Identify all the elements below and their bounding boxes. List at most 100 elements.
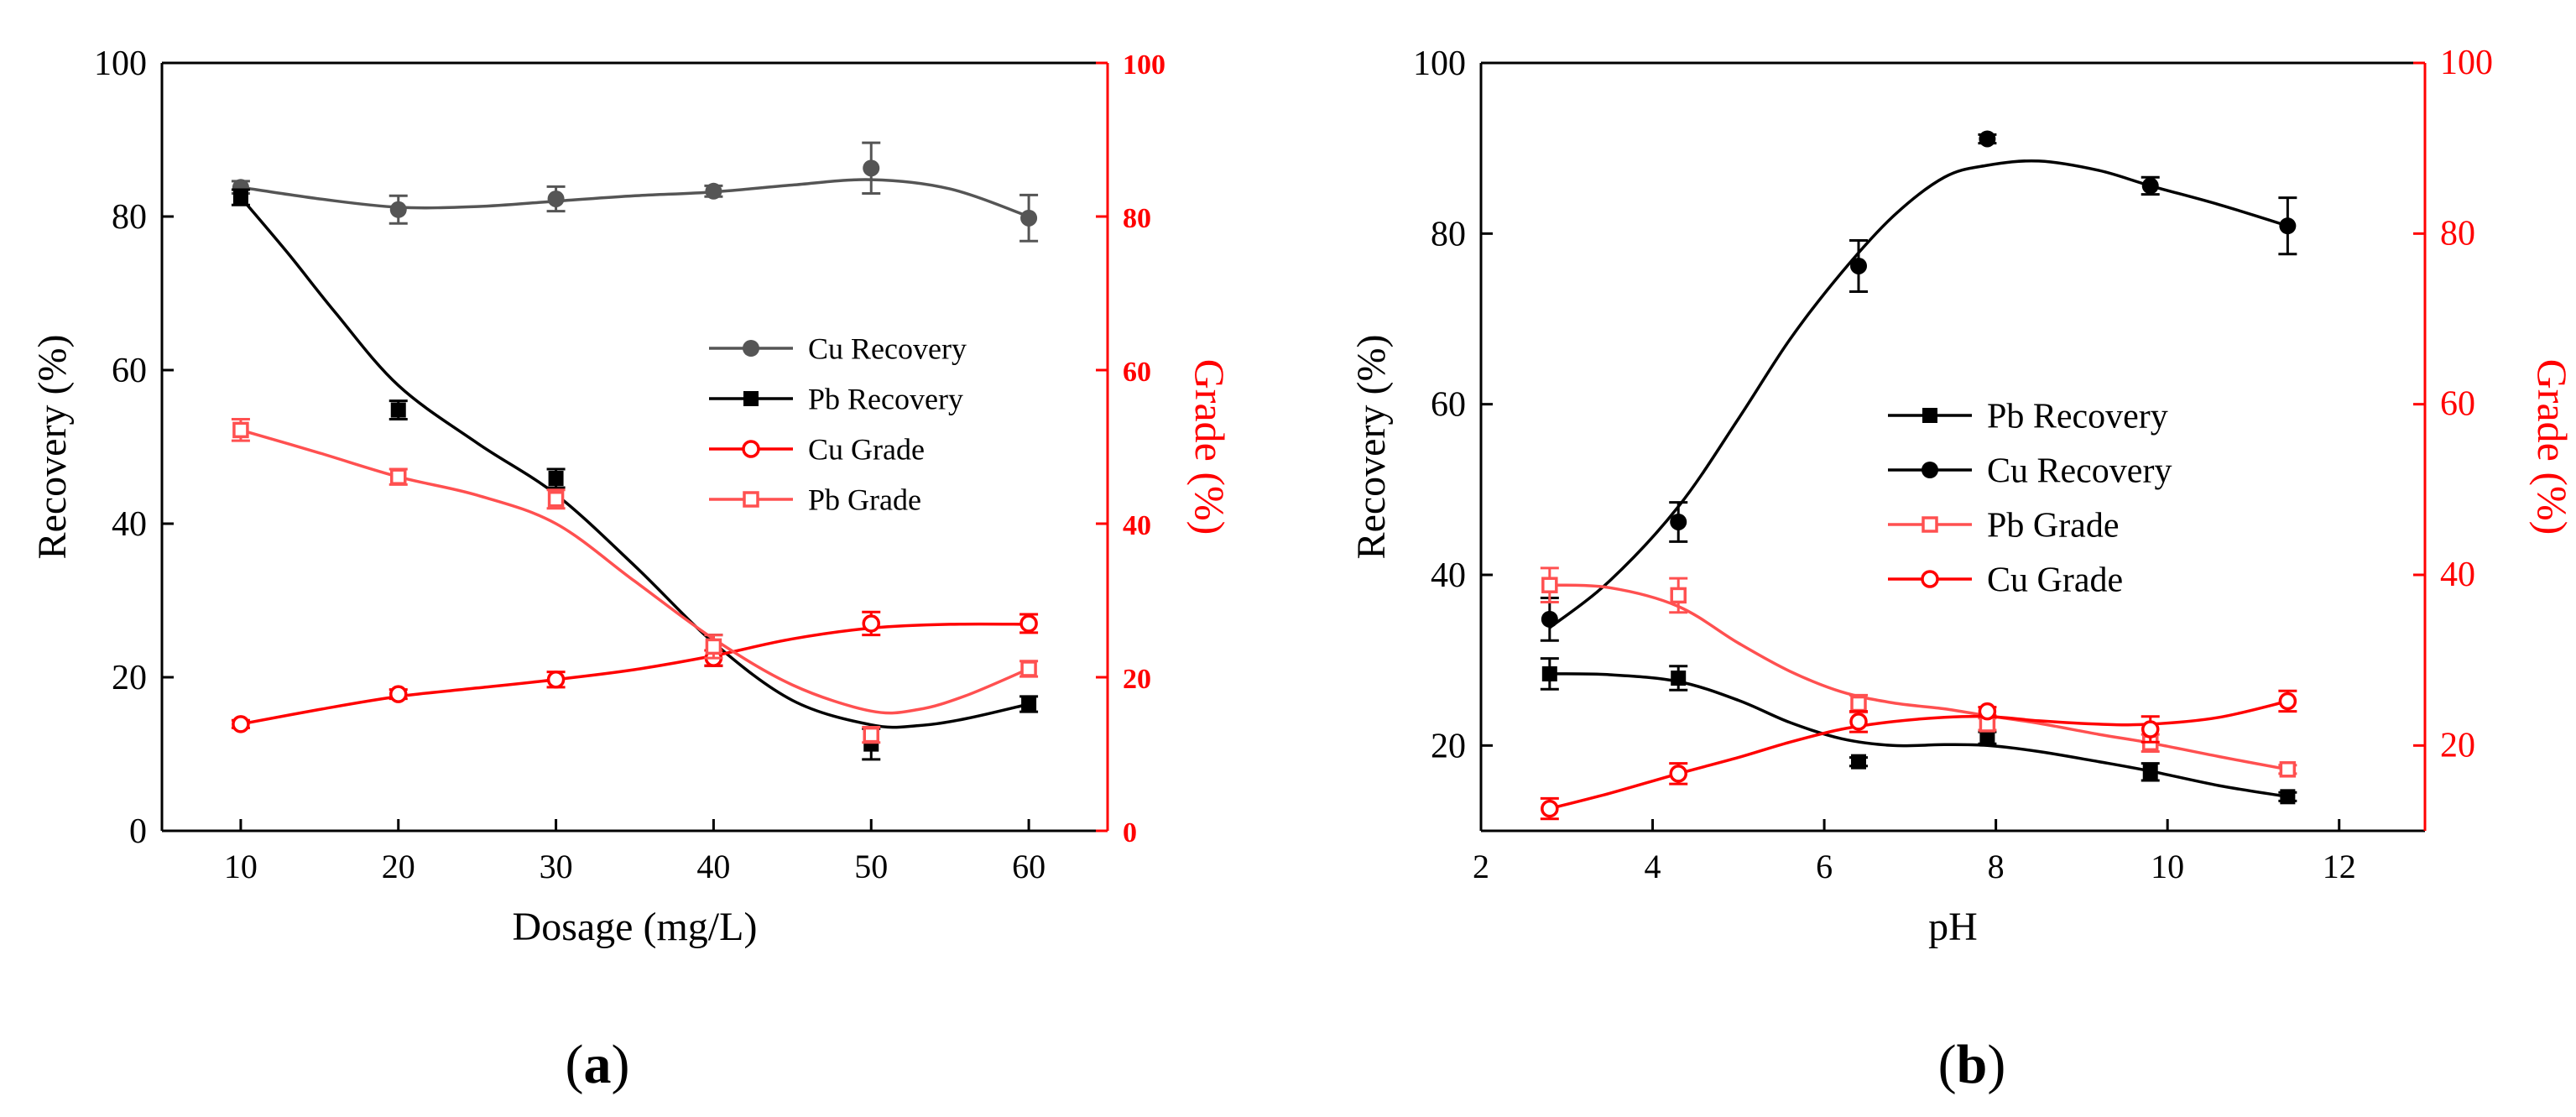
series-pb-recovery-fit-line bbox=[239, 196, 1030, 729]
series-cu-grade-point bbox=[2141, 720, 2160, 739]
y2-tick-label: 40 bbox=[1123, 510, 1151, 541]
series-pb-grade-point bbox=[705, 638, 722, 655]
x-tick-label: 8 bbox=[1988, 848, 2005, 885]
x-tick-label: 50 bbox=[854, 848, 888, 885]
series-pb-recovery-point bbox=[1541, 666, 1557, 681]
series-pb-recovery-point bbox=[1851, 754, 1866, 770]
x-tick-label: 2 bbox=[1473, 848, 1489, 885]
series-pb-grade-point bbox=[2279, 761, 2297, 778]
y2-tick-label: 20 bbox=[1123, 664, 1151, 695]
legend-cu-recovery-label: Cu Recovery bbox=[1987, 452, 2172, 491]
legend-pb-grade-swatch-point bbox=[743, 491, 759, 508]
legend-cu-grade-swatch-point bbox=[742, 440, 760, 458]
y-tick-label: 100 bbox=[94, 44, 147, 83]
series-pb-grade-point bbox=[547, 490, 565, 508]
x-tick-label: 60 bbox=[1012, 848, 1046, 885]
series-cu-recovery-point bbox=[2141, 177, 2159, 195]
series-pb-recovery bbox=[1540, 657, 2297, 805]
series-cu-grade-point bbox=[1669, 765, 1687, 783]
y2-tick-label: 60 bbox=[1123, 357, 1151, 388]
series-cu-grade-point bbox=[2278, 692, 2297, 711]
series-cu-grade-point bbox=[546, 670, 566, 689]
series-pb-grade-point bbox=[1541, 577, 1558, 593]
y-tick-label: 40 bbox=[1431, 556, 1466, 595]
series-pb-recovery-point bbox=[232, 190, 248, 206]
x-tick-label: 10 bbox=[224, 848, 258, 885]
y-tick-label: 60 bbox=[1431, 386, 1466, 425]
y2-tick-label: 80 bbox=[2440, 214, 2475, 253]
series-cu-grade-point bbox=[389, 685, 408, 703]
series-pb-grade bbox=[231, 418, 1039, 744]
series-cu-recovery-point bbox=[1541, 610, 1558, 628]
legend-pb-grade-label: Pb Grade bbox=[808, 483, 921, 517]
series-cu-grade-point bbox=[232, 715, 250, 733]
y2-tick-label: 100 bbox=[1123, 50, 1165, 81]
y2-tick-label: 20 bbox=[2440, 726, 2475, 765]
legend-pb-recovery-label: Pb Recovery bbox=[808, 383, 963, 416]
series-cu-recovery-point bbox=[1020, 209, 1038, 227]
y2-tick-label: 60 bbox=[2440, 385, 2475, 424]
series-cu-grade-point bbox=[1541, 799, 1559, 818]
legend-cu-recovery-swatch-point bbox=[1922, 462, 1938, 478]
x-tick-label: 20 bbox=[382, 848, 415, 885]
panel-a: 10 20 30 40 50 60 0 20 40 60 80 100 0 20 40 60 80 100 Dosa… bbox=[30, 44, 1233, 949]
series-cu-recovery-point bbox=[1670, 513, 1687, 530]
y-tick-label: 20 bbox=[1431, 727, 1466, 765]
y-axis-label: Recovery (%) bbox=[1349, 335, 1394, 560]
x-tick-label: 40 bbox=[696, 848, 730, 885]
x-axis-label: Dosage (mg/L) bbox=[513, 905, 758, 949]
series-pb-recovery-point bbox=[2142, 764, 2158, 780]
y2-tick-label: 40 bbox=[2440, 556, 2475, 594]
legend-cu-recovery-swatch-point bbox=[743, 340, 759, 357]
y-tick-label: 80 bbox=[1431, 215, 1466, 253]
legend-pb-recovery-label: Pb Recovery bbox=[1987, 398, 2168, 436]
legend: Pb Recovery Cu Recovery Pb Grade Cu Grade bbox=[1888, 398, 2172, 600]
y2-tick-label: 0 bbox=[1123, 817, 1137, 848]
series-pb-grade-point bbox=[1670, 587, 1687, 604]
legend-pb-recovery-swatch-point bbox=[743, 391, 759, 406]
series-cu-recovery-point bbox=[1979, 130, 1996, 148]
y-axis-label: Recovery (%) bbox=[30, 335, 75, 560]
series-cu-grade-point bbox=[862, 614, 880, 633]
legend-pb-grade-label: Pb Grade bbox=[1987, 507, 2119, 545]
series-pb-recovery-point bbox=[1671, 671, 1687, 686]
series-cu-recovery bbox=[1540, 130, 2297, 642]
legend-cu-grade-label: Cu Grade bbox=[1987, 561, 2123, 600]
y2-axis-label: Grade (%) bbox=[1186, 359, 1233, 535]
series-cu-recovery-point bbox=[863, 159, 880, 177]
y-tick-label: 60 bbox=[112, 352, 147, 390]
y-tick-label: 100 bbox=[1413, 44, 1466, 83]
y2-tick-label: 80 bbox=[1123, 203, 1151, 234]
y-tick-label: 80 bbox=[112, 198, 147, 237]
series-cu-recovery-point bbox=[389, 201, 407, 218]
series-pb-grade-point bbox=[1850, 695, 1867, 712]
series-pb-recovery-point bbox=[548, 471, 564, 487]
series-cu-recovery-fit-line bbox=[240, 178, 1030, 218]
series-cu-grade bbox=[1540, 689, 2297, 821]
series-cu-grade-point bbox=[1849, 712, 1868, 731]
y2-axis-label: Grade (%) bbox=[2529, 359, 2576, 535]
x-tick-label: 30 bbox=[540, 848, 573, 885]
legend: Cu Recovery Pb Recovery Cu Grade Pb Grade bbox=[709, 332, 967, 517]
series-cu-recovery-point bbox=[2279, 217, 2297, 235]
series-pb-grade-point bbox=[863, 726, 879, 744]
series-pb-recovery-point bbox=[2280, 789, 2296, 805]
series-cu-recovery-point bbox=[1850, 257, 1867, 274]
panel-label-b: (b) bbox=[1938, 1034, 2006, 1095]
y-tick-label: 0 bbox=[129, 812, 147, 851]
x-tick-label: 12 bbox=[2323, 848, 2356, 885]
legend-pb-grade-swatch-point bbox=[1922, 516, 1938, 533]
series-pb-grade-point bbox=[390, 468, 407, 485]
legend-pb-recovery-swatch-point bbox=[1922, 408, 1937, 423]
series-pb-recovery-point bbox=[390, 402, 406, 418]
y2-tick-label: 100 bbox=[2440, 44, 2493, 82]
series-cu-grade-point bbox=[1978, 702, 1997, 721]
x-axis-label: pH bbox=[1928, 905, 1978, 949]
x-tick-label: 4 bbox=[1645, 848, 1661, 885]
series-cu-recovery-point bbox=[547, 190, 565, 207]
x-tick-label: 6 bbox=[1816, 848, 1833, 885]
series-cu-recovery-point bbox=[705, 182, 722, 200]
legend-cu-grade-swatch-point bbox=[1921, 570, 1939, 588]
series-cu-grade-point bbox=[1019, 614, 1038, 633]
